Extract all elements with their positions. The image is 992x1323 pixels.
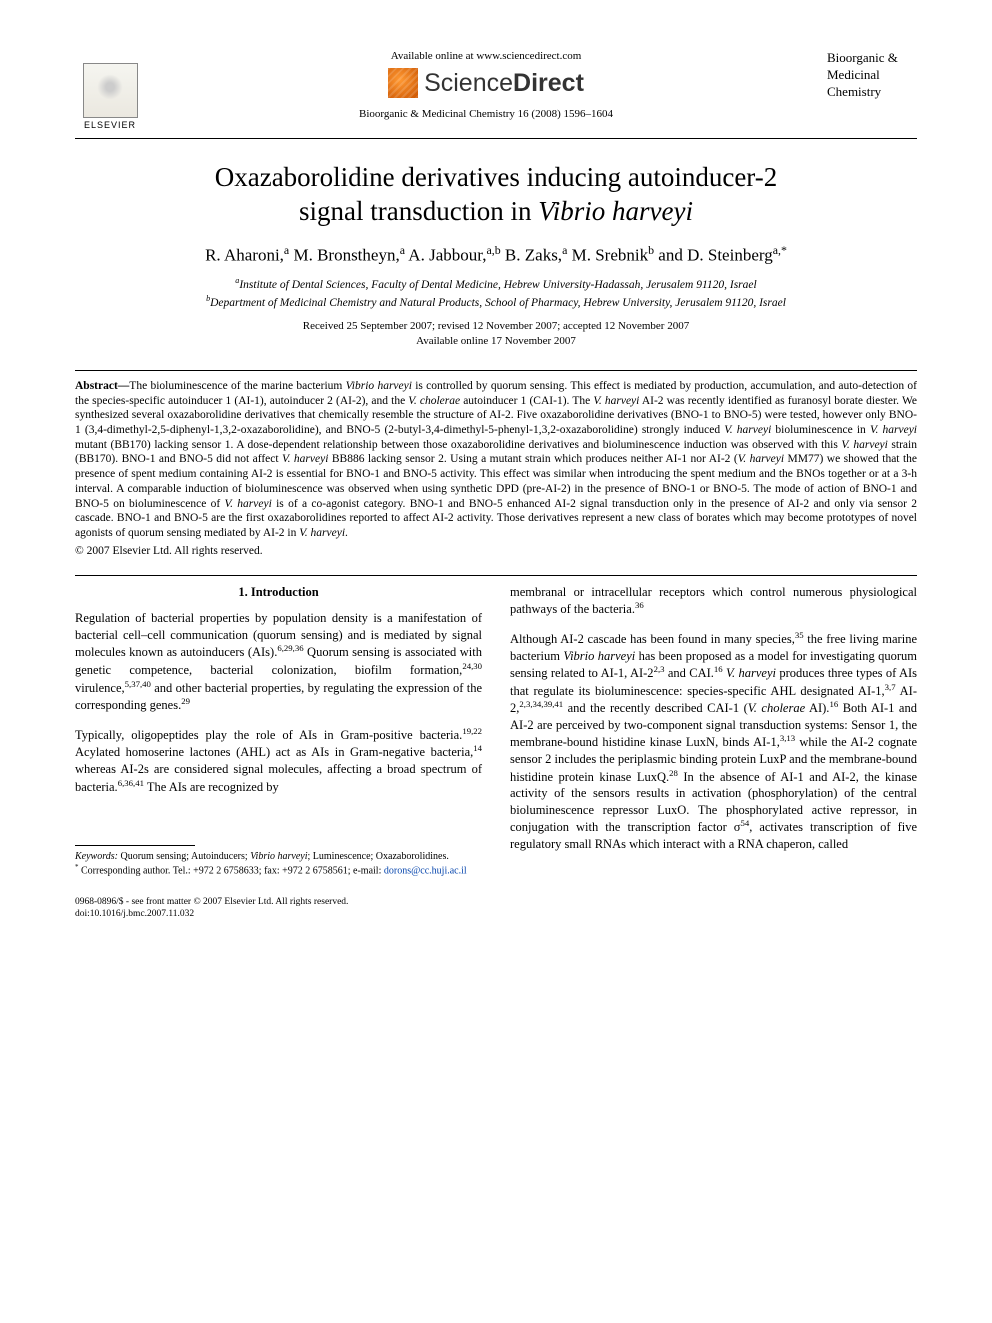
body-columns: 1. Introduction Regulation of bacterial …: [75, 584, 917, 878]
abstract-body: The bioluminescence of the marine bacter…: [75, 380, 917, 539]
affil-a: aInstitute of Dental Sciences, Faculty o…: [75, 275, 917, 293]
corr-email-link[interactable]: dorons@cc.huji.ac.il: [384, 866, 467, 877]
affiliations: aInstitute of Dental Sciences, Faculty o…: [75, 275, 917, 311]
elsevier-logo: ELSEVIER: [75, 50, 145, 130]
abstract-label: Abstract—: [75, 380, 129, 392]
sciencedirect-logo: ScienceDirect: [145, 68, 827, 98]
sd-right: Direct: [513, 69, 584, 97]
bottom-left: 0968-0896/$ - see front matter © 2007 El…: [75, 896, 348, 921]
footnotes: Keywords: Quorum sensing; Autoinducers; …: [75, 850, 482, 877]
col1-para1: Regulation of bacterial properties by po…: [75, 610, 482, 714]
title-line2b: Vibrio harveyi: [538, 196, 693, 226]
kw-label: Keywords:: [75, 851, 118, 862]
journal-side-line1: Bioorganic &: [827, 50, 917, 67]
copyright: © 2007 Elsevier Ltd. All rights reserved…: [75, 545, 917, 557]
journal-reference: Bioorganic & Medicinal Chemistry 16 (200…: [145, 108, 827, 120]
journal-title-side: Bioorganic & Medicinal Chemistry: [827, 50, 917, 101]
sciencedirect-text: ScienceDirect: [424, 69, 584, 98]
page-header: ELSEVIER Available online at www.science…: [75, 50, 917, 130]
footnote-corresponding: * Corresponding author. Tel.: +972 2 675…: [75, 863, 482, 877]
front-matter: 0968-0896/$ - see front matter © 2007 El…: [75, 896, 348, 908]
abstract: Abstract—The bioluminescence of the mari…: [75, 379, 917, 541]
article-dates: Received 25 September 2007; revised 12 N…: [75, 319, 917, 350]
center-header: Available online at www.sciencedirect.co…: [145, 50, 827, 120]
title-line1: Oxazaborolidine derivatives inducing aut…: [215, 162, 778, 192]
col2-para1: membranal or intracellular receptors whi…: [510, 584, 917, 618]
sd-left: Science: [424, 69, 513, 97]
elsevier-tree-icon: [83, 63, 138, 118]
journal-side-line2: Medicinal: [827, 67, 917, 84]
available-online-text: Available online at www.sciencedirect.co…: [145, 50, 827, 62]
dates-received: Received 25 September 2007; revised 12 N…: [75, 319, 917, 334]
column-right: membranal or intracellular receptors whi…: [510, 584, 917, 878]
footnote-keywords: Keywords: Quorum sensing; Autoinducers; …: [75, 850, 482, 863]
article-title: Oxazaborolidine derivatives inducing aut…: [75, 161, 917, 229]
col1-para2: Typically, oligopeptides play the role o…: [75, 726, 482, 795]
affil-b: bDepartment of Medicinal Chemistry and N…: [75, 293, 917, 311]
authors: R. Aharoni,a M. Bronstheyn,a A. Jabbour,…: [75, 243, 917, 266]
doi: doi:10.1016/j.bmc.2007.11.032: [75, 908, 348, 920]
dates-online: Available online 17 November 2007: [75, 334, 917, 349]
abstract-rule-bottom: [75, 575, 917, 576]
header-rule: [75, 138, 917, 139]
col2-para2: Although AI-2 cascade has been found in …: [510, 630, 917, 853]
elsevier-label: ELSEVIER: [84, 120, 136, 130]
kw-text: Quorum sensing; Autoinducers; Vibrio har…: [118, 851, 449, 862]
footnote-rule: [75, 845, 195, 846]
sciencedirect-icon: [388, 68, 418, 98]
bottom-bar: 0968-0896/$ - see front matter © 2007 El…: [75, 896, 917, 921]
journal-side-line3: Chemistry: [827, 84, 917, 101]
title-line2a: signal transduction in: [299, 196, 538, 226]
abstract-rule-top: [75, 370, 917, 371]
column-left: 1. Introduction Regulation of bacterial …: [75, 584, 482, 878]
section-1-heading: 1. Introduction: [75, 584, 482, 601]
corr-text: Corresponding author. Tel.: +972 2 67586…: [81, 866, 384, 877]
